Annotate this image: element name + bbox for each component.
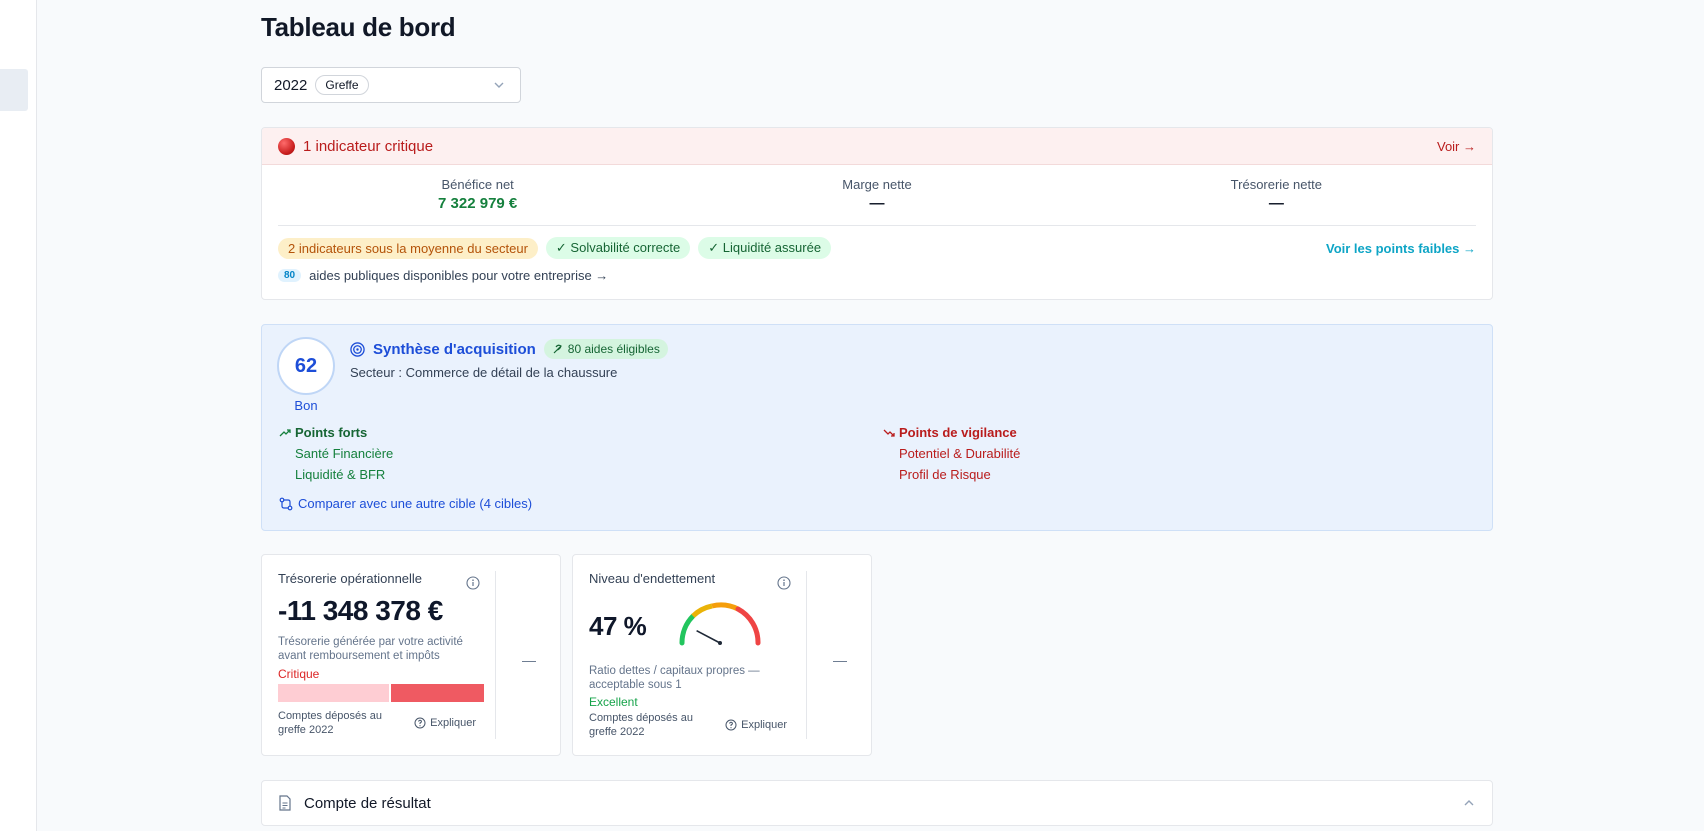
below-sector-badge[interactable]: 2 indicateurs sous la moyenne du secteur (278, 237, 538, 259)
trend-up-icon (279, 428, 291, 436)
sidebar-active-tab[interactable] (0, 69, 28, 111)
eligible-aids-badge[interactable]: 80 aides éligibles (543, 339, 668, 359)
debt-gauge (679, 602, 761, 646)
public-aid-link[interactable]: 80 aides publiques disponibles pour votr… (278, 268, 1476, 283)
gauge-hub (718, 641, 722, 645)
source-badge: Greffe (315, 75, 369, 95)
info-icon[interactable] (777, 576, 791, 590)
score-label: Bon (294, 398, 318, 413)
kpi-title: Niveau d'endettement (589, 571, 716, 586)
gauge-arc-yellow (691, 603, 713, 618)
aid-count-chip: 80 (278, 269, 302, 282)
gauge-arc-green (679, 613, 696, 646)
metric-net-margin: Marge nette — (677, 165, 1076, 225)
vigilance-list: Points de vigilance Potentiel & Durabili… (883, 425, 1020, 482)
page-title: Tableau de bord (261, 12, 456, 42)
kpi-value: 47 % (589, 611, 647, 641)
info-icon[interactable] (466, 576, 480, 590)
help-bubble-icon (414, 717, 426, 729)
chevron-down-icon (494, 82, 504, 88)
metric-net-cash: Trésorerie nette — (1077, 165, 1476, 225)
vigilance-title: Points de vigilance (899, 425, 1017, 440)
aid-text: aides publiques disponibles pour votre e… (309, 268, 609, 283)
compare-link-text: Comparer avec une autre cible (4 cibles) (298, 496, 533, 511)
strengths-list: Points forts Santé Financière Liquidité … (279, 425, 393, 482)
kpi-source: Comptes déposés au greffe 2022 (278, 710, 382, 736)
kpi-card-operational-cash: Trésorerie opérationnelle -11 348 378 € … (261, 554, 561, 756)
trend-down-icon (883, 429, 895, 437)
metric-value: 7 322 979 € (438, 195, 518, 212)
kpi-divider (495, 571, 496, 739)
status-badges: 2 indicateurs sous la moyenne du secteur… (278, 237, 1476, 259)
gauge-arc-red (735, 606, 761, 646)
alert-title: 1 indicateur critique (303, 137, 434, 155)
acquisition-synthesis-card: 62 Bon Synthèse d'acquisition 80 aides é… (261, 324, 1493, 531)
document-icon (279, 795, 291, 811)
kpi-value: -11 348 378 € (278, 595, 443, 626)
kpi-source: Comptes déposés au greffe 2022 (589, 712, 693, 738)
critical-bar-fill (389, 684, 484, 702)
target-icon (350, 341, 365, 357)
compare-target-link[interactable]: Comparer avec une autre cible (4 cibles) (279, 496, 532, 511)
kpi-divider (806, 571, 807, 739)
view-critical-link[interactable]: Voir → (1436, 138, 1476, 154)
kpi-status: Critique (278, 667, 320, 681)
explain-button[interactable]: Expliquer (414, 717, 476, 729)
gauge-needle (696, 629, 721, 644)
strength-item: Liquidité & BFR (295, 467, 386, 482)
kpi-description: Ratio dettes / capitaux propres — accept… (589, 665, 760, 691)
score-ring: 62 (277, 337, 335, 395)
vigilance-item: Potentiel & Durabilité (899, 446, 1021, 461)
alert-header: 1 indicateur critique Voir → (262, 128, 1492, 165)
metric-label: Bénéfice net (441, 177, 514, 192)
strengths-header: Points forts (279, 425, 393, 440)
income-statement-section[interactable]: Compte de résultat (261, 780, 1493, 826)
sidebar (0, 0, 37, 831)
chevron-up-icon[interactable] (1462, 796, 1476, 810)
liquidity-badge: ✓ Liquidité assurée (698, 237, 832, 259)
critical-alert-card: 1 indicateur critique Voir → Bénéfice ne… (261, 127, 1493, 300)
metric-label: Trésorerie nette (1230, 177, 1322, 192)
year-select[interactable]: 2022 Greffe (261, 67, 521, 103)
help-bubble-icon (725, 719, 737, 731)
synthesis-title-row: Synthèse d'acquisition 80 aides éligible… (350, 339, 668, 359)
explain-button[interactable]: Expliquer (725, 719, 787, 731)
strength-item: Santé Financière (295, 446, 394, 461)
year-value: 2022 (274, 76, 308, 94)
weak-points-link[interactable]: Voir les points faibles → (1325, 240, 1476, 256)
kpi-side-value: — (833, 652, 847, 668)
sprout-icon (553, 344, 562, 354)
vigilance-header: Points de vigilance (883, 425, 1020, 440)
vigilance-item: Profil de Risque (899, 467, 991, 482)
synthesis-title: Synthèse d'acquisition (373, 340, 536, 358)
strengths-title: Points forts (295, 425, 368, 440)
explain-label: Expliquer (741, 719, 787, 731)
metric-net-profit: Bénéfice net 7 322 979 € (278, 165, 677, 225)
kpi-side-value: — (522, 652, 536, 668)
summary-metrics: Bénéfice net 7 322 979 € Marge nette — T… (278, 165, 1476, 226)
kpi-card-debt-level: Niveau d'endettement 47 % Ratio dettes /… (572, 554, 872, 756)
sector-label: Secteur : Commerce de détail de la chaus… (350, 365, 618, 380)
metric-value: — (1268, 195, 1284, 212)
gauge-arc-orange (711, 602, 740, 612)
eligible-aids-text: 80 aides éligibles (567, 342, 660, 356)
solvency-badge: ✓ Solvabilité correcte (545, 237, 691, 259)
metric-label: Marge nette (842, 177, 912, 192)
kpi-status: Excellent (589, 695, 638, 709)
income-statement-title: Compte de résultat (304, 794, 431, 812)
kpi-description: Trésorerie générée par votre activité av… (278, 636, 463, 662)
compare-arrows-icon (279, 497, 293, 510)
red-circle-icon (278, 137, 295, 155)
kpi-title: Trésorerie opérationnelle (278, 571, 423, 586)
metric-value: — (869, 195, 885, 212)
explain-label: Expliquer (430, 717, 476, 729)
critical-bar (278, 684, 484, 702)
